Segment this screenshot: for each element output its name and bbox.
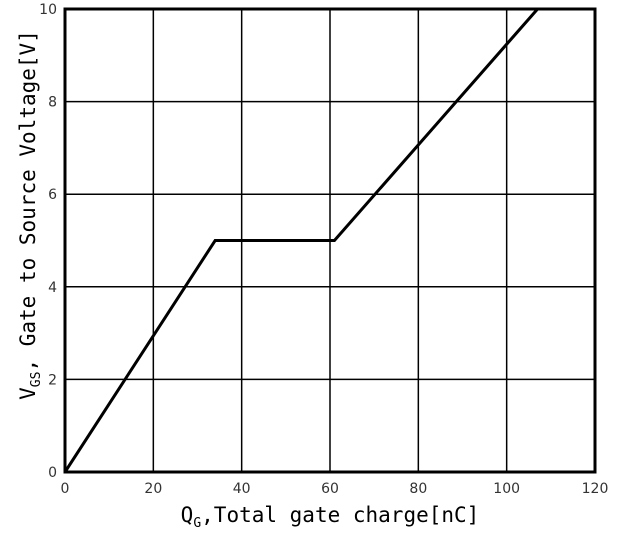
x-tick-label: 100 xyxy=(493,481,520,497)
x-tick-label: 60 xyxy=(321,481,339,497)
series-line-0 xyxy=(65,9,538,472)
y-tick-label: 6 xyxy=(48,187,57,203)
x-tick-label: 40 xyxy=(233,481,251,497)
y-tick-label: 2 xyxy=(48,372,57,388)
y-tick-label: 0 xyxy=(48,465,57,481)
x-axis-title: QG,Total gate charge[nC] xyxy=(181,503,480,531)
x-tick-label: 0 xyxy=(61,481,70,497)
series-group xyxy=(65,9,538,472)
x-tick-label: 80 xyxy=(409,481,427,497)
tick-labels: 0 20 40 60 80 100 120 0 2 4 6 8 10 xyxy=(39,2,608,497)
y-tick-label: 10 xyxy=(39,2,57,18)
y-tick-label: 8 xyxy=(48,95,57,111)
y-tick-label: 4 xyxy=(48,280,57,296)
y-axis-title: VGS, Gate to Source Voltage[V] xyxy=(16,30,44,400)
x-tick-label: 120 xyxy=(582,481,609,497)
x-tick-label: 20 xyxy=(144,481,162,497)
